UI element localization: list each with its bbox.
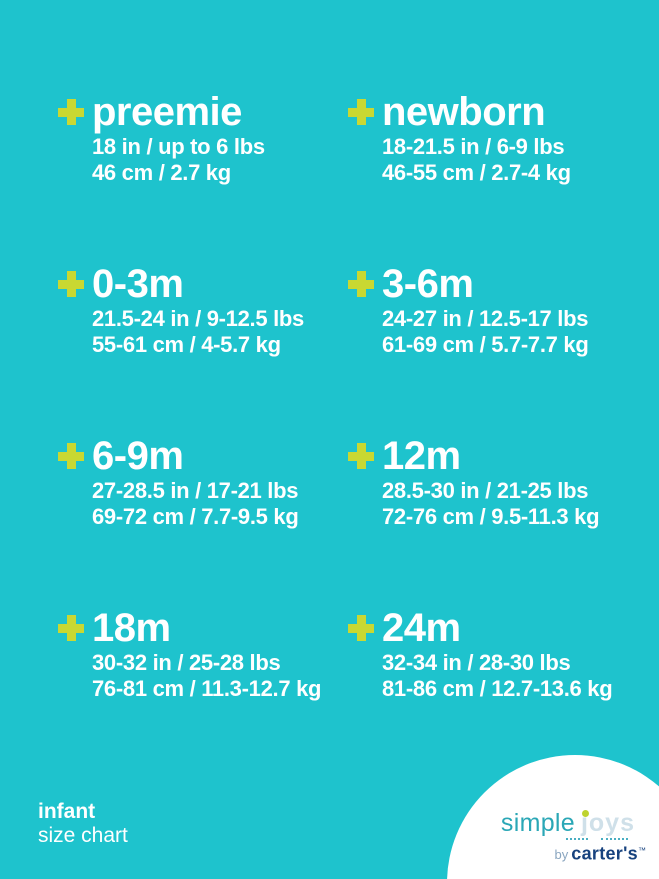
j-dot-icon bbox=[581, 810, 589, 817]
size-metric: 61-69 cm / 5.7-7.7 kg bbox=[382, 332, 589, 357]
size-heading-row: 3-6m bbox=[348, 264, 638, 304]
brand-logo: simple joys by carter's™ bbox=[501, 810, 646, 864]
size-label: newborn bbox=[382, 90, 546, 134]
size-entry-preemie: preemie 18 in / up to 6 lbs 46 cm / 2.7 … bbox=[58, 92, 348, 264]
size-heading-row: 6-9m bbox=[58, 436, 348, 476]
size-heading-row: preemie bbox=[58, 92, 348, 132]
plus-icon bbox=[348, 271, 374, 297]
size-metric: 69-72 cm / 7.7-9.5 kg bbox=[92, 504, 299, 529]
sizes-grid: preemie 18 in / up to 6 lbs 46 cm / 2.7 … bbox=[58, 92, 638, 780]
brand-logo-carters: carter's bbox=[571, 843, 638, 864]
chart-title: infant size chart bbox=[38, 800, 128, 848]
size-label: 24m bbox=[382, 606, 461, 650]
plus-icon bbox=[348, 99, 374, 125]
trademark-symbol: ™ bbox=[638, 846, 646, 855]
size-imperial: 18 in / up to 6 lbs bbox=[92, 134, 265, 159]
size-label: 6-9m bbox=[92, 434, 184, 478]
size-imperial: 28.5-30 in / 21-25 lbs bbox=[382, 478, 589, 503]
plus-icon bbox=[58, 271, 84, 297]
size-imperial: 18-21.5 in / 6-9 lbs bbox=[382, 134, 565, 159]
chart-title-category: infant bbox=[38, 800, 96, 823]
size-entry-24m: 24m 32-34 in / 28-30 lbs 81-86 cm / 12.7… bbox=[348, 608, 638, 780]
plus-icon bbox=[58, 615, 84, 641]
chart-title-subtitle: size chart bbox=[38, 824, 128, 847]
size-imperial: 30-32 in / 25-28 lbs bbox=[92, 650, 281, 675]
brand-logo-by: by bbox=[554, 847, 569, 863]
brand-logo-wordmark: simple joys bbox=[501, 810, 635, 836]
size-entry-newborn: newborn 18-21.5 in / 6-9 lbs 46-55 cm / … bbox=[348, 92, 638, 264]
size-label: 18m bbox=[92, 606, 171, 650]
size-heading-row: 24m bbox=[348, 608, 638, 648]
size-label: 0-3m bbox=[92, 262, 184, 306]
size-metric: 72-76 cm / 9.5-11.3 kg bbox=[382, 504, 600, 529]
size-entry-0-3m: 0-3m 21.5-24 in / 9-12.5 lbs 55-61 cm / … bbox=[58, 264, 348, 436]
size-metric: 46-55 cm / 2.7-4 kg bbox=[382, 160, 571, 185]
brand-logo-joys-text: joys bbox=[580, 809, 635, 837]
brand-logo-byline: by carter's™ bbox=[501, 842, 646, 864]
size-heading-row: 0-3m bbox=[58, 264, 348, 304]
plus-icon bbox=[348, 615, 374, 641]
plus-icon bbox=[58, 443, 84, 469]
size-entry-18m: 18m 30-32 in / 25-28 lbs 76-81 cm / 11.3… bbox=[58, 608, 348, 780]
size-imperial: 24-27 in / 12.5-17 lbs bbox=[382, 306, 589, 331]
size-label: 12m bbox=[382, 434, 461, 478]
size-entry-12m: 12m 28.5-30 in / 21-25 lbs 72-76 cm / 9.… bbox=[348, 436, 638, 608]
plus-icon bbox=[348, 443, 374, 469]
size-metric: 46 cm / 2.7 kg bbox=[92, 160, 231, 185]
brand-logo-joys: joys bbox=[581, 809, 635, 837]
size-imperial: 21.5-24 in / 9-12.5 lbs bbox=[92, 306, 304, 331]
stitch-dots-icon bbox=[501, 836, 628, 840]
size-label: 3-6m bbox=[382, 262, 474, 306]
size-label: preemie bbox=[92, 90, 242, 134]
size-heading-row: newborn bbox=[348, 92, 638, 132]
plus-icon bbox=[58, 99, 84, 125]
size-entry-3-6m: 3-6m 24-27 in / 12.5-17 lbs 61-69 cm / 5… bbox=[348, 264, 638, 436]
size-metric: 76-81 cm / 11.3-12.7 kg bbox=[92, 676, 322, 701]
size-heading-row: 12m bbox=[348, 436, 638, 476]
size-metric: 81-86 cm / 12.7-13.6 kg bbox=[382, 676, 613, 701]
brand-logo-simple: simple bbox=[500, 809, 575, 837]
size-metric: 55-61 cm / 4-5.7 kg bbox=[92, 332, 281, 357]
size-heading-row: 18m bbox=[58, 608, 348, 648]
size-entry-6-9m: 6-9m 27-28.5 in / 17-21 lbs 69-72 cm / 7… bbox=[58, 436, 348, 608]
size-imperial: 32-34 in / 28-30 lbs bbox=[382, 650, 571, 675]
size-imperial: 27-28.5 in / 17-21 lbs bbox=[92, 478, 299, 503]
